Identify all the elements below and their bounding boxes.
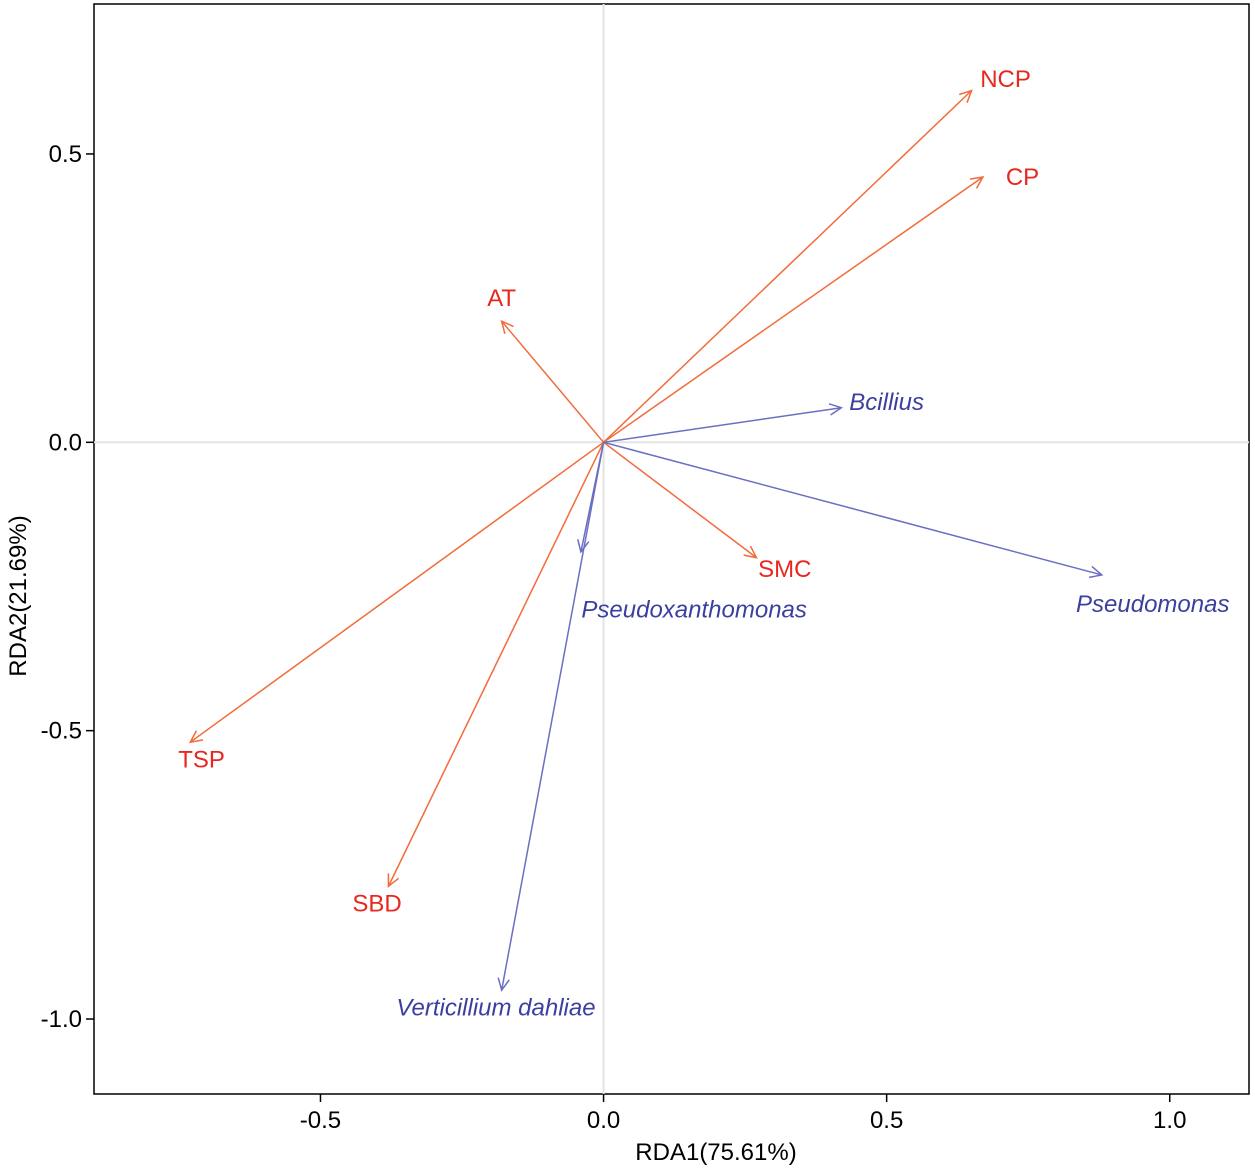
vector-line-bcillius: [603, 406, 842, 444]
y-axis-title: RDA2(21.69%): [5, 515, 32, 676]
vector-label-bcillius: Bcillius: [849, 389, 924, 416]
arrowhead-verticillium-dahliae: [497, 977, 510, 992]
arrowhead-smc: [743, 545, 758, 559]
vector-line-tsp: [189, 441, 604, 743]
y-axis: -1.0 -0.5 0.0 0.5: [41, 141, 94, 1033]
arrowhead-at: [500, 319, 514, 334]
vector-label-pseudoxanthomonas: Pseudoxanthomonas: [581, 597, 807, 624]
arrowhead-pseudomonas: [1088, 565, 1104, 579]
vector-arrows: [188, 89, 1104, 992]
arrowhead-cp: [969, 176, 985, 189]
vector-label-tsp: TSP: [178, 747, 225, 774]
arrowhead-sbd: [387, 873, 400, 888]
vector-line-verticillium-dahliae: [500, 442, 605, 991]
vector-label-pseudomonas: Pseudomonas: [1076, 591, 1229, 618]
x-tick-label: 0.5: [870, 1107, 903, 1134]
vector-line-sbd: [387, 441, 605, 887]
x-tick-label: 1.0: [1153, 1107, 1186, 1134]
vector-line-pseudomonas: [603, 441, 1102, 576]
arrowhead-ncp: [958, 89, 973, 103]
vector-label-at: AT: [487, 285, 516, 312]
vector-line-ncp: [603, 89, 973, 443]
y-tick-label: -1.0: [41, 1006, 82, 1033]
arrowhead-pseudoxanthomonas: [577, 539, 590, 554]
vector-line-cp: [603, 176, 984, 443]
y-tick-label: -0.5: [41, 718, 82, 745]
vector-label-verticillium-dahliae: Verticillium dahliae: [396, 994, 595, 1021]
y-tick-label: 0.0: [49, 429, 82, 456]
vector-labels: NCP CP AT SMC TSP SBD Bcillius Pseudomonas Pseud…: [178, 66, 1229, 1022]
x-tick-label: -0.5: [300, 1107, 341, 1134]
reference-lines: [94, 4, 1249, 1094]
plot-panel-border: [93, 3, 1250, 1095]
vector-line-at: [501, 320, 605, 443]
arrowhead-tsp: [188, 730, 204, 744]
x-axis: -0.5 0.0 0.5 1.0: [300, 1094, 1186, 1134]
vector-label-sbd: SBD: [352, 891, 401, 918]
x-tick-label: 0.0: [587, 1107, 620, 1134]
x-axis-title: RDA1(75.61%): [635, 1139, 796, 1166]
arrowhead-bcillius: [828, 403, 844, 416]
vector-label-ncp: NCP: [980, 66, 1031, 93]
y-tick-label: 0.5: [49, 141, 82, 168]
vector-label-cp: CP: [1006, 164, 1039, 191]
vector-label-smc: SMC: [758, 556, 811, 583]
vector-line-smc: [603, 441, 757, 559]
